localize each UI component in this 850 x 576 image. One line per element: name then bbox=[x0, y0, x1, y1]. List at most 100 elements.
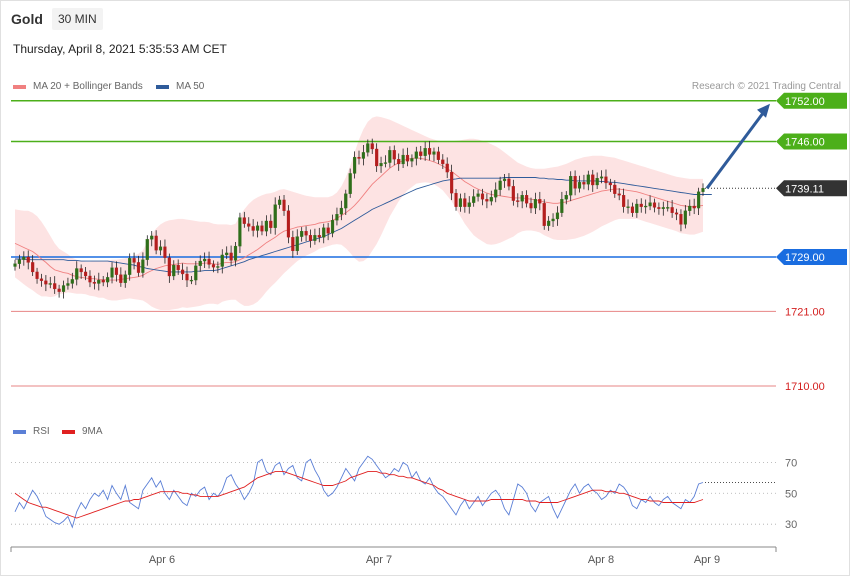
candle-body bbox=[498, 180, 502, 190]
level-label-resistance: 1746.00 bbox=[785, 137, 825, 149]
candle-body bbox=[97, 279, 101, 284]
candle-body bbox=[630, 206, 635, 213]
candle-body bbox=[688, 205, 692, 211]
candle-body bbox=[397, 159, 401, 165]
candle-body bbox=[264, 220, 268, 232]
candle-body bbox=[61, 285, 66, 292]
candle-body bbox=[617, 193, 621, 196]
candle-body bbox=[123, 274, 127, 283]
candle-body bbox=[392, 150, 396, 160]
candle-body bbox=[472, 196, 476, 203]
candle-body bbox=[53, 283, 57, 290]
timeframe-badge[interactable]: 30 MIN bbox=[52, 8, 103, 30]
candle-body bbox=[189, 279, 193, 282]
candle-body bbox=[242, 217, 246, 224]
candle-body bbox=[613, 184, 617, 194]
candle-body bbox=[163, 246, 167, 258]
candle-body bbox=[295, 236, 299, 252]
candle-body bbox=[595, 178, 599, 186]
candle-body bbox=[436, 151, 440, 160]
candle-body bbox=[326, 227, 330, 234]
candle-body bbox=[670, 207, 674, 213]
rsi-9ma-line bbox=[14, 471, 704, 519]
candle-body bbox=[683, 210, 687, 225]
candle-body bbox=[494, 189, 498, 198]
candle-body bbox=[229, 252, 233, 261]
candle-body bbox=[454, 192, 458, 207]
candle-body bbox=[525, 195, 529, 204]
rsi-tick-label: 50 bbox=[785, 488, 797, 500]
ma50-swatch bbox=[156, 84, 169, 89]
candle-body bbox=[185, 273, 189, 281]
candle-body bbox=[467, 202, 471, 207]
candle-body bbox=[674, 212, 679, 215]
candle-body bbox=[211, 264, 216, 268]
candle-body bbox=[666, 207, 670, 209]
candle-body bbox=[353, 156, 357, 174]
candle-body bbox=[370, 143, 374, 150]
candle-body bbox=[255, 225, 260, 231]
candle-body bbox=[388, 150, 392, 163]
candle-body bbox=[282, 199, 286, 211]
candle-body bbox=[194, 265, 198, 281]
rsi-tick-label: 70 bbox=[785, 457, 797, 469]
candle-body bbox=[313, 235, 317, 241]
candle-body bbox=[564, 195, 568, 200]
candle-body bbox=[101, 279, 105, 283]
candle-body bbox=[26, 256, 30, 263]
candle-body bbox=[529, 203, 533, 209]
candle-body bbox=[260, 225, 264, 232]
candle-body bbox=[701, 188, 705, 192]
candle-body bbox=[586, 174, 590, 185]
candle-body bbox=[92, 281, 96, 284]
candle-body bbox=[220, 254, 224, 267]
candle-body bbox=[476, 193, 480, 197]
candle-body bbox=[463, 198, 467, 207]
candle-body bbox=[652, 202, 657, 208]
rsi-swatch bbox=[13, 429, 26, 434]
chart-datetime: Thursday, April 8, 2021 5:35:53 AM CET bbox=[13, 42, 227, 56]
candle-body bbox=[167, 257, 171, 277]
candle-body bbox=[31, 262, 35, 273]
candle-body bbox=[106, 277, 110, 283]
main-legend-item-ma50: MA 50 bbox=[156, 81, 204, 92]
main-legend-item-ma20: MA 20 + Bollinger Bands bbox=[13, 81, 143, 92]
candle-body bbox=[141, 259, 145, 273]
candle-body bbox=[432, 151, 436, 155]
rsi-legend-item-9ma: 9MA bbox=[62, 426, 103, 437]
candle-body bbox=[39, 278, 44, 281]
candle-body bbox=[626, 206, 630, 208]
candle-body bbox=[520, 195, 524, 202]
candle-body bbox=[79, 268, 83, 273]
candle-body bbox=[322, 227, 326, 238]
candle-body bbox=[423, 148, 427, 156]
candle-body bbox=[542, 203, 546, 226]
candle-body bbox=[644, 205, 648, 208]
level-label-resistance: 1752.00 bbox=[785, 96, 825, 108]
ma20-legend-label: MA 20 + Bollinger Bands bbox=[33, 81, 143, 92]
candle-body bbox=[247, 223, 251, 227]
level-label-support: 1710.00 bbox=[785, 381, 825, 393]
candle-body bbox=[66, 283, 70, 286]
candle-body bbox=[591, 174, 595, 186]
candle-body bbox=[114, 267, 119, 275]
candle-body bbox=[216, 266, 220, 268]
bollinger-band-area bbox=[15, 116, 703, 311]
candle-body bbox=[75, 268, 79, 280]
level-tag-last bbox=[776, 180, 847, 197]
candle-body bbox=[577, 182, 582, 189]
candle-body bbox=[317, 235, 321, 238]
candle-body bbox=[604, 176, 608, 184]
candle-body bbox=[17, 259, 21, 264]
candle-body bbox=[335, 214, 339, 221]
level-label-last: 1739.11 bbox=[785, 183, 824, 195]
candle-body bbox=[555, 212, 560, 220]
candle-body bbox=[657, 207, 661, 209]
candle-body bbox=[639, 203, 643, 207]
candle-body bbox=[88, 275, 92, 283]
candle-body bbox=[516, 200, 520, 202]
ma20-swatch bbox=[13, 84, 26, 89]
candle-body bbox=[573, 176, 577, 189]
candle-body bbox=[485, 199, 489, 202]
